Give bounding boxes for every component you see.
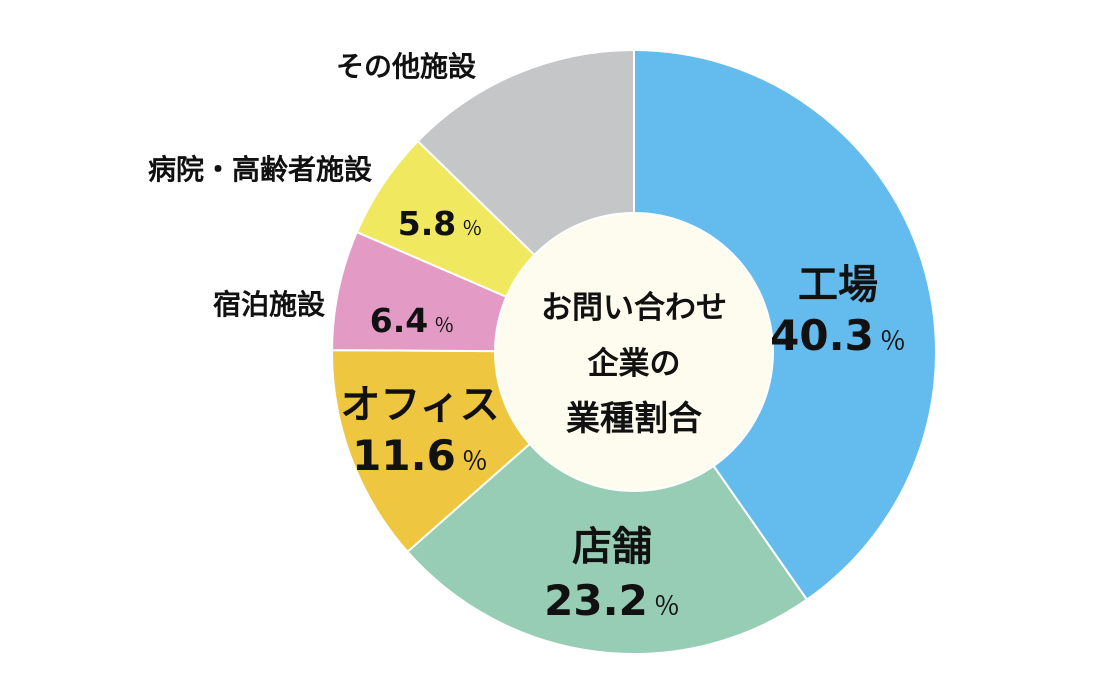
slice-value-number-1: 40.3 [770,311,874,360]
slice-value-number-3: 11.6 [352,431,456,480]
slice-value-number-2: 23.2 [544,576,648,625]
slice-value-1: 40.3 ％ [770,311,906,360]
slice-value-3: 11.6 ％ [352,431,488,480]
slice-label-6: その他施設 [336,50,477,83]
slice-value-unit-5: ％ [462,216,482,240]
slice-value-5: 5.8 ％ [398,204,482,243]
center-title-line-2: 企業の [588,346,681,382]
slice-1 [633,48,937,602]
slice-value-unit-1: ％ [880,327,906,357]
center-circle [494,212,774,492]
slice-value-2: 23.2 ％ [544,576,680,625]
slice-value-unit-2: ％ [654,592,680,622]
slice-value-4: 6.4 ％ [370,301,454,340]
center-title-line-1: お問い合わせ [541,290,727,326]
slice-label-3: オフィス [340,382,499,428]
slice-label-2: 店舗 [572,524,652,570]
slice-2 [406,350,809,655]
slice-label-1: 工場 [798,262,878,308]
slice-label-5: 病院・高齢者施設 [148,153,373,186]
slice-label-4: 宿泊施設 [213,288,326,321]
center-title-line-3: 業種割合 [566,399,702,439]
slice-value-unit-3: ％ [462,447,488,477]
slice-value-number-4: 6.4 [370,301,428,340]
slice-value-number-5: 5.8 [398,204,456,243]
slice-value-unit-4: ％ [434,313,454,337]
